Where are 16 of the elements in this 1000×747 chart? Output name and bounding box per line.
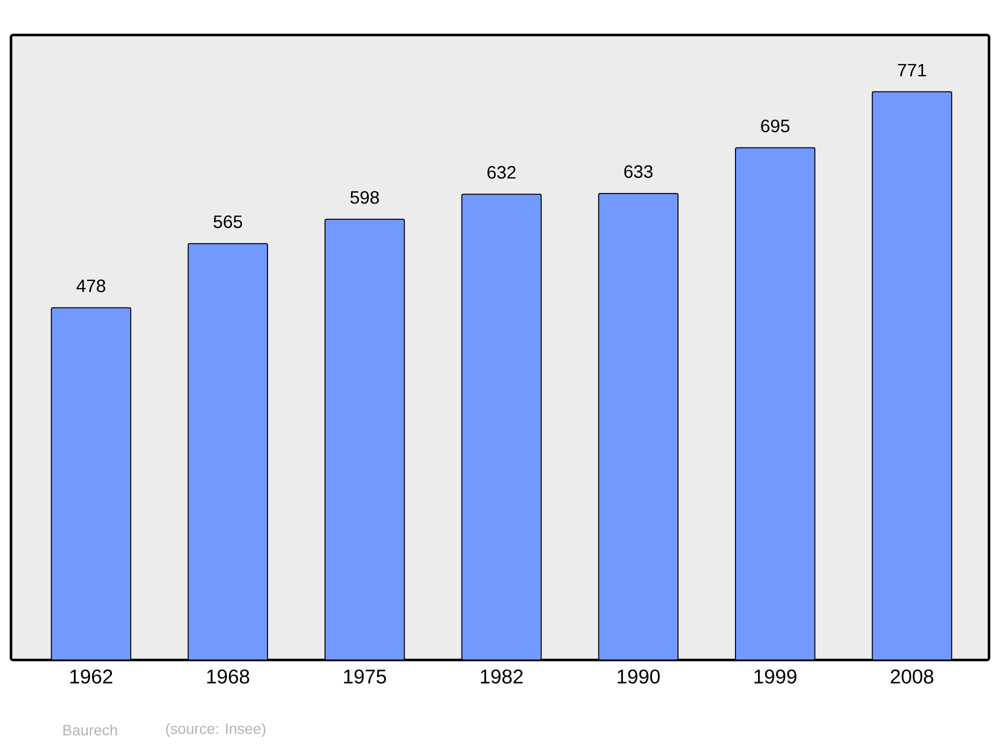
text: (source: Insee) <box>166 723 266 737</box>
data-label: 771 <box>898 64 926 76</box>
data-label: 598 <box>350 191 379 204</box>
data-label: 478 <box>76 280 106 292</box>
data-label: 695 <box>761 120 790 132</box>
data-label: 632 <box>487 166 516 179</box>
x-tick-label: 1975 <box>344 670 386 684</box>
text: Baurech <box>63 724 117 736</box>
data-label: 633 <box>624 165 653 178</box>
x-tick-label: 1990 <box>618 670 660 684</box>
x-tick-label: 1982 <box>480 670 523 684</box>
x-tick-label: 1999 <box>754 670 796 684</box>
x-tick-label: 1962 <box>70 670 112 684</box>
x-tick-label: 1968 <box>207 670 250 684</box>
data-label: 565 <box>214 215 242 228</box>
x-tick-label: 2008 <box>890 670 934 684</box>
